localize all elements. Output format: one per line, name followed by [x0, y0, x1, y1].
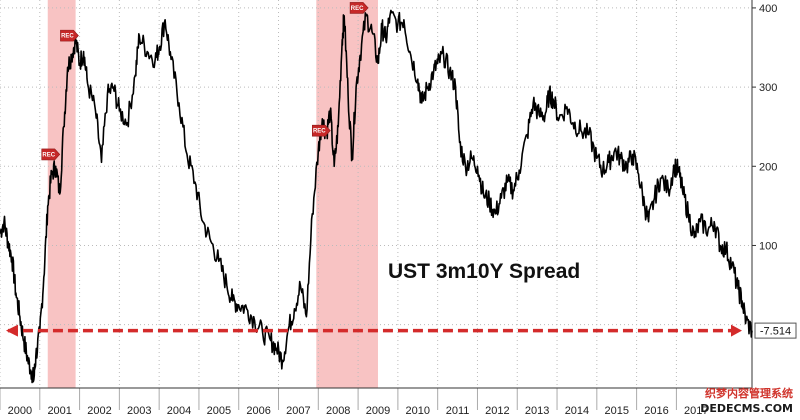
x-tick-label-3: 2003	[127, 405, 151, 417]
series-layer	[0, 9, 753, 384]
rec-marker-1	[60, 29, 79, 42]
grid-lines	[0, 0, 752, 388]
recession-markers: REC REC REC REC	[41, 2, 369, 161]
chart-title: UST 3m10Y Spread	[388, 260, 580, 283]
y-tick-label-1: 200	[759, 161, 777, 173]
x-tick-label-11: 2011	[446, 405, 470, 417]
x-tick-label-1: 2001	[47, 405, 71, 417]
rec-marker-label-3: REC	[351, 6, 364, 12]
x-tick-label-7: 2007	[286, 405, 310, 417]
rec-marker-label-2: REC	[313, 129, 326, 135]
last-value-box	[754, 322, 797, 339]
y-tick-label-3: 400	[759, 3, 777, 15]
rec-marker-label-0: REC	[42, 152, 55, 158]
axes: 100 200 300 400 2000 2001 2002 2003 2004 2005 2006…	[0, 0, 777, 417]
y-tick-label-0: 100	[759, 240, 777, 252]
x-tick-label-0: 2000	[8, 405, 32, 417]
x-tick-label-15: 2015	[604, 405, 628, 417]
series-line-0	[0, 9, 753, 384]
rec-marker-0	[41, 148, 61, 161]
x-tick-label-14: 2014	[565, 405, 589, 417]
rec-marker-2	[311, 124, 331, 137]
reference-arrow-right	[731, 324, 742, 337]
y-tick-label-2: 300	[759, 82, 777, 94]
x-tick-label-17: 2017	[684, 405, 708, 417]
reference-arrow-left	[5, 324, 18, 337]
x-tick-label-10: 2010	[406, 405, 430, 417]
watermark-line1: 织梦内容管理系统	[705, 386, 793, 400]
x-tick-label-13: 2013	[525, 405, 549, 417]
x-tick-label-5: 2005	[207, 405, 231, 417]
rec-marker-3	[349, 2, 369, 14]
x-tick-label-8: 2008	[326, 405, 350, 417]
x-tick-label-6: 2006	[246, 405, 270, 417]
x-tick-label-9: 2009	[366, 405, 390, 417]
last-value-label: -7.514	[760, 326, 791, 338]
overlay: -7.514	[5, 322, 797, 339]
watermark: 织梦内容管理系统 DEDECMS.COM	[700, 386, 793, 415]
x-tick-label-12: 2012	[485, 405, 509, 417]
x-tick-label-2: 2002	[87, 405, 111, 417]
x-tick-label-4: 2004	[167, 405, 191, 417]
rec-marker-label-1: REC	[61, 34, 74, 40]
watermark-line2: DEDECMS.COM	[700, 402, 793, 415]
x-tick-label-16: 2016	[644, 405, 668, 417]
